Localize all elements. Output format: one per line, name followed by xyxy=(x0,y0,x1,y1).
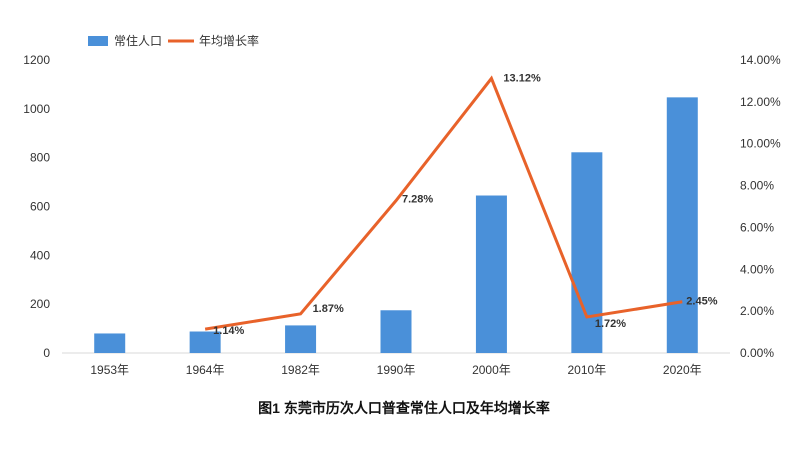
legend-item-growth: 年均增长率 xyxy=(168,33,259,48)
y-right-tick-label: 2.00% xyxy=(740,304,774,318)
x-tick-label: 1964年 xyxy=(186,363,225,377)
y-left-tick-label: 200 xyxy=(30,297,50,311)
data-label: 2.45% xyxy=(686,296,717,308)
x-tick-label: 1982年 xyxy=(281,363,320,377)
legend-item-population: 常住人口 xyxy=(88,34,162,48)
bar-series xyxy=(94,97,698,353)
legend: 常住人口 年均增长率 xyxy=(88,33,259,48)
y-left-tick-label: 1200 xyxy=(23,53,50,67)
data-labels: 1.14% 1.87% 7.28% 13.12% 1.72% 2.45% xyxy=(213,72,718,337)
x-tick-label: 2020年 xyxy=(663,363,702,377)
bar xyxy=(666,97,698,353)
legend-label: 常住人口 xyxy=(114,34,162,48)
data-label: 1.72% xyxy=(595,318,626,330)
x-tick-label: 1990年 xyxy=(377,363,416,377)
data-label: 1.14% xyxy=(213,325,244,337)
y-right-tick-label: 10.00% xyxy=(740,137,781,151)
y-right-tick-label: 0.00% xyxy=(740,346,774,360)
bar xyxy=(285,325,317,353)
bar xyxy=(380,310,412,353)
line-series xyxy=(204,75,683,331)
y-left-tick-label: 600 xyxy=(30,200,50,214)
growth-rate-line xyxy=(204,75,683,331)
axes: 0 200 400 600 800 1000 1200 0.00% 2.00% 4.00% 6.00… xyxy=(23,53,781,377)
chart-title: 图1 东莞市历次人口普查常住人口及年均增长率 xyxy=(258,400,550,416)
y-right-tick-label: 12.00% xyxy=(740,95,781,109)
x-tick-label: 2000年 xyxy=(472,363,511,377)
y-left-tick-label: 1000 xyxy=(23,102,50,116)
bar xyxy=(475,195,507,353)
y-right-tick-label: 6.00% xyxy=(740,220,774,234)
y-left-tick-label: 400 xyxy=(30,248,50,262)
y-right-tick-label: 4.00% xyxy=(740,262,774,276)
legend-swatch-bar xyxy=(88,36,108,46)
bar xyxy=(94,333,126,353)
bar xyxy=(571,152,603,353)
x-tick-label: 2010年 xyxy=(568,363,607,377)
data-label: 1.87% xyxy=(313,303,344,315)
data-label: 7.28% xyxy=(402,194,433,206)
legend-label: 年均增长率 xyxy=(199,33,259,48)
y-right-tick-label: 14.00% xyxy=(740,53,781,67)
x-tick-label: 1953年 xyxy=(90,363,129,377)
data-label: 13.12% xyxy=(503,72,541,84)
y-left-tick-label: 0 xyxy=(43,346,50,360)
y-left-tick-label: 800 xyxy=(30,151,50,165)
y-right-tick-label: 8.00% xyxy=(740,179,774,193)
bar xyxy=(189,331,221,353)
